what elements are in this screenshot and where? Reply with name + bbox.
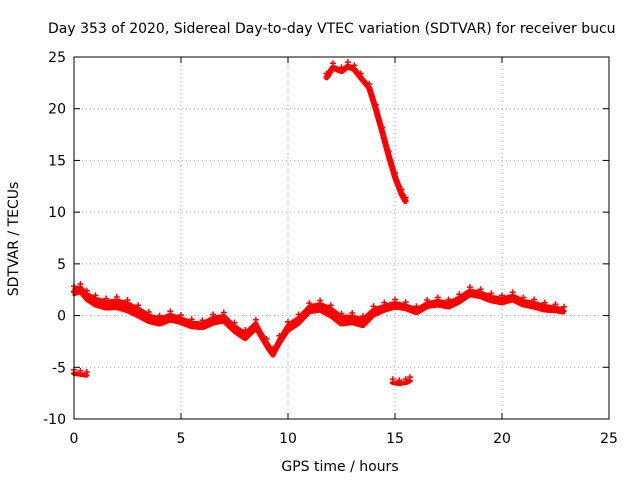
data-point [466, 284, 473, 291]
data-point [372, 101, 379, 108]
data-point [541, 299, 548, 306]
data-point [92, 292, 99, 299]
x-tick-label: 5 [177, 431, 186, 447]
x-tick-label: 25 [600, 431, 618, 447]
data-point [385, 148, 392, 155]
y-tick-label: 25 [48, 50, 66, 66]
tick-layer: 0 5 10 15 20 25 -10 -5 0 5 10 15 20 25 [43, 50, 618, 447]
x-tick-label: 10 [279, 431, 297, 447]
data-point [124, 297, 131, 304]
data-point [552, 301, 559, 308]
data-point [210, 311, 217, 318]
data-point [499, 292, 505, 299]
y-axis-label: SDTVAR / TECUs [6, 182, 22, 297]
data-point [338, 310, 345, 317]
data-point [351, 62, 358, 69]
y-tick-label: 5 [57, 257, 66, 273]
data-point [242, 327, 249, 334]
y-tick-label: 15 [48, 153, 66, 169]
data-point [252, 316, 259, 323]
data-point [349, 309, 356, 316]
data-point [402, 376, 409, 383]
data-layer [71, 59, 568, 386]
data-point [477, 286, 484, 293]
data-point [398, 186, 405, 193]
data-point [188, 316, 195, 323]
data-point [359, 313, 366, 320]
data-point [83, 287, 90, 294]
data-point [520, 294, 527, 301]
data-point [276, 332, 283, 339]
data-point [344, 59, 351, 66]
data-point [77, 367, 84, 374]
y-tick-label: 20 [48, 102, 66, 118]
data-point [389, 376, 396, 383]
x-tick-label: 20 [493, 431, 511, 447]
x-tick-label: 15 [386, 431, 404, 447]
data-point [402, 194, 409, 201]
data-point [178, 312, 184, 319]
data-point [220, 309, 227, 316]
data-point [199, 317, 206, 324]
data-point [317, 297, 324, 304]
data-point [270, 345, 277, 352]
data-point [295, 311, 302, 318]
data-point [145, 308, 152, 315]
data-point [357, 70, 364, 77]
data-point [103, 295, 110, 302]
data-point [531, 296, 538, 303]
data-point [456, 291, 463, 298]
data-point [402, 299, 409, 306]
data-point [327, 302, 334, 309]
data-point [509, 289, 516, 296]
data-point [396, 377, 403, 384]
data-point [413, 303, 420, 310]
data-point [135, 302, 142, 309]
data-point [381, 299, 388, 306]
data-point [156, 312, 163, 319]
series-high-arc [323, 59, 409, 204]
data-point [434, 294, 441, 301]
data-point [231, 319, 238, 326]
data-point [77, 281, 84, 288]
plot-frame [73, 56, 610, 420]
y-tick-label: -5 [52, 360, 66, 376]
data-point [323, 70, 330, 77]
series-low-segment-afternoon [389, 374, 413, 386]
data-point [113, 293, 120, 300]
data-point [370, 303, 377, 310]
data-point [338, 64, 345, 71]
series-low-segment-early [71, 366, 90, 378]
data-point [329, 60, 336, 67]
series-main-band [71, 281, 568, 358]
data-point [306, 300, 313, 307]
data-point [392, 296, 398, 303]
grid-layer [74, 57, 609, 419]
y-tick-label: 10 [48, 205, 66, 221]
data-point [392, 169, 398, 176]
x-tick-label: 0 [70, 431, 79, 447]
data-point [445, 296, 452, 303]
data-point [561, 303, 568, 310]
data-point [379, 124, 386, 131]
data-point [285, 318, 291, 325]
data-point [488, 290, 495, 297]
x-axis-label: GPS time / hours [281, 459, 398, 475]
y-tick-label: 0 [57, 309, 66, 325]
y-tick-label: -10 [43, 412, 66, 428]
chart-title: Day 353 of 2020, Sidereal Day-to-day VTE… [48, 21, 616, 37]
data-point [406, 374, 413, 381]
data-point [167, 308, 174, 315]
data-point [263, 335, 270, 342]
data-point [83, 368, 90, 375]
data-point [366, 80, 373, 87]
data-point [424, 297, 431, 304]
